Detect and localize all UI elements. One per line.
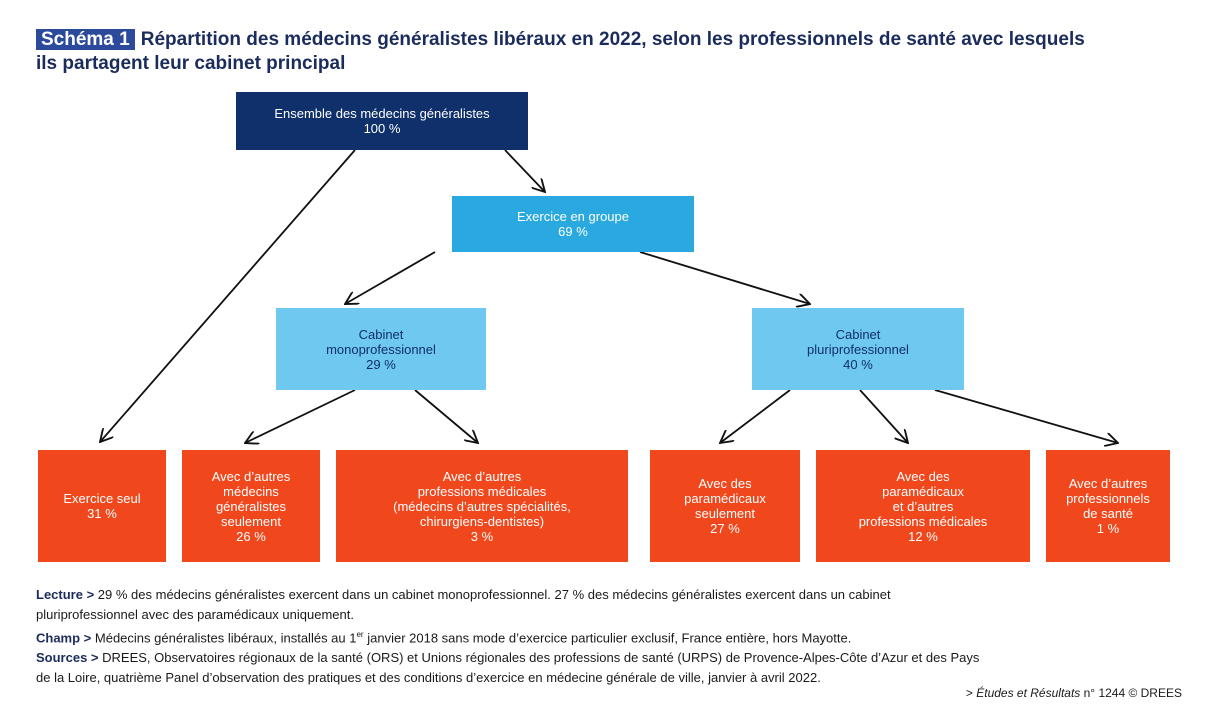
node: Avec d’autres professions médicales (médec… xyxy=(336,450,628,562)
node-label: médecins xyxy=(223,483,279,499)
node-label: professions médicales xyxy=(858,513,988,529)
note-champ: Champ > Médecins généralistes libéraux, … xyxy=(36,625,1186,648)
node-label: Cabinet xyxy=(835,326,881,342)
node-label: pluriprofessionnel xyxy=(807,341,909,357)
node: Ensemble des médecins généralistes 100 % xyxy=(236,92,528,150)
node-label: Avec d’autres xyxy=(211,468,291,484)
node-share: 12 % xyxy=(908,528,938,544)
note-text: Médecins généralistes libéraux, installé… xyxy=(94,630,357,646)
node: Cabinet pluriprofessionnel 40 % xyxy=(752,308,964,390)
node: Avec des paramédicaux et d’autres professio… xyxy=(816,450,1030,562)
arrow xyxy=(639,251,810,304)
arrow xyxy=(859,389,908,443)
note-text: pluriprofessionnel avec des paramédicaux… xyxy=(36,607,354,622)
credit-text: > xyxy=(965,686,977,700)
credit: > Études et Résultats n° 1244 © DREES xyxy=(966,686,1182,700)
node: Avec des paramédicaux seulement 27 % xyxy=(650,450,800,562)
note-label: Lecture > xyxy=(36,587,95,602)
node-label: monoprofessionnel xyxy=(326,341,436,357)
note-label: Sources > xyxy=(36,650,99,666)
title-line: Schéma 1 Répartition des médecins général… xyxy=(36,28,1085,52)
node: Cabinet monoprofessionnel 29 % xyxy=(276,308,486,390)
node-label: paramédicaux xyxy=(684,491,766,506)
node-share: 40 % xyxy=(843,356,873,372)
node-share: 69 % xyxy=(558,224,588,239)
node-label: Exercice seul xyxy=(63,491,141,506)
node-share: 27 % xyxy=(710,521,740,536)
note-text: de la Loire, quatrième Panel d’observati… xyxy=(36,670,821,686)
node-share: 3 % xyxy=(470,528,494,544)
note-sources: Sources > DREES, Observatoires régionaux… xyxy=(36,648,1186,668)
notes: Lecture > 29 % des médecins généralistes… xyxy=(36,585,1186,688)
node-label: paramédicaux xyxy=(882,483,964,499)
title: Schéma 1 Répartition des médecins général… xyxy=(36,28,1085,76)
arrow xyxy=(934,389,1118,443)
credit-publication: Études et Résultats xyxy=(976,686,1081,700)
node-label: professionnels xyxy=(1066,491,1150,506)
title-text: Répartition des médecins généralistes li… xyxy=(140,29,1085,50)
note-sup: er xyxy=(356,630,364,639)
node-label: seulement xyxy=(221,513,281,529)
node-label: Cabinet xyxy=(358,326,404,342)
node-label: Avec des xyxy=(698,476,752,491)
note-text: janvier 2018 sans mode d’exercice partic… xyxy=(363,630,852,646)
note-lecture: Lecture > 29 % des médecins généralistes… xyxy=(36,585,1186,605)
node-label: chirurgiens-dentistes) xyxy=(419,513,545,529)
arrow xyxy=(504,149,545,192)
node-label: Exercice en groupe xyxy=(516,209,629,224)
note-label: Champ > xyxy=(36,630,92,646)
node: Exercice en groupe 69 % xyxy=(452,196,694,252)
node-label: Avec des xyxy=(896,468,950,484)
node-label: Avec d’autres xyxy=(1068,476,1148,491)
node-label: professions médicales xyxy=(417,483,547,499)
node-share: 26 % xyxy=(236,528,266,544)
node: Avec d’autres médecins généralistes seuleme… xyxy=(182,450,320,562)
node-share: 100 % xyxy=(363,121,401,136)
badge: Schéma 1 xyxy=(36,29,135,50)
title-line: ils partagent leur cabinet principal xyxy=(36,53,346,74)
node-label: généralistes xyxy=(215,498,287,514)
node-label: (médecins d’autres spécialités, xyxy=(393,498,571,514)
node-share: 29 % xyxy=(366,356,396,372)
node-share: 1 % xyxy=(1096,521,1120,536)
arrow xyxy=(345,251,436,304)
credit-text: n° 1244 © DREES xyxy=(1080,686,1182,700)
node-label: Ensemble des médecins généralistes xyxy=(274,106,490,121)
node: Exercice seul 31 % xyxy=(38,450,166,562)
node-label: Avec d’autres xyxy=(442,468,522,484)
node-label: de santé xyxy=(1083,506,1133,521)
note-text: 29 % des médecins généralistes exercent … xyxy=(97,587,891,602)
node-share: 31 % xyxy=(87,506,117,521)
node: Avec d’autres professionnels de santé 1 % xyxy=(1046,450,1170,562)
arrow xyxy=(720,389,791,443)
arrow xyxy=(414,389,478,443)
note-text: DREES, Observatoires régionaux de la san… xyxy=(102,650,980,666)
node-label: seulement xyxy=(695,506,755,521)
node-label: et d’autres xyxy=(892,498,954,514)
arrow xyxy=(245,389,356,443)
arrow xyxy=(100,149,356,442)
